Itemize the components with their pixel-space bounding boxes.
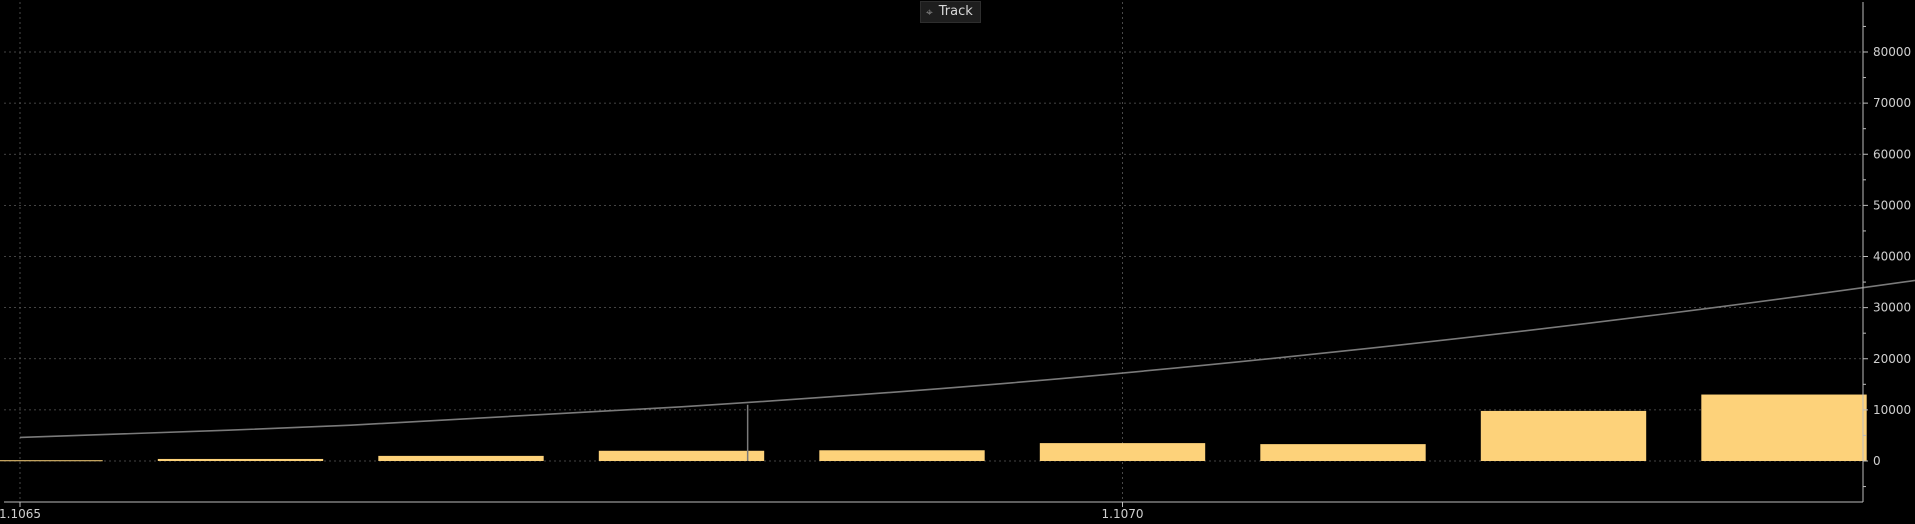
bar	[378, 455, 544, 461]
x-tick-label: 1.1065	[0, 507, 41, 521]
bar	[1039, 443, 1206, 461]
y-tick-label: 20000	[1873, 352, 1911, 366]
bars	[0, 394, 1867, 462]
crosshair-icon: ⌖	[926, 5, 933, 19]
y-tick-label: 60000	[1873, 147, 1911, 161]
grid	[4, 2, 1863, 502]
reference-lines	[746, 404, 749, 461]
bar	[1701, 394, 1867, 461]
distribution-curve	[19, 279, 1915, 439]
bar	[1480, 410, 1647, 461]
y-tick-label: 0	[1873, 454, 1881, 468]
y-tick-label: 10000	[1873, 403, 1911, 417]
bar	[1260, 444, 1426, 461]
x-tick-labels: 1.10651.10701.10751.10801.10851.10901.10…	[0, 507, 1144, 521]
y-tick-label: 40000	[1873, 250, 1911, 264]
y-tick-labels: 0 10000 20000 30000 40000 50000 60000 70000 8000…	[1873, 45, 1911, 468]
track-button[interactable]: ⌖ Track	[920, 1, 981, 23]
axes	[4, 2, 1868, 507]
bar	[598, 450, 765, 461]
y-tick-label: 80000	[1873, 45, 1911, 59]
x-tick-label: 1.1070	[1102, 507, 1144, 521]
y-tick-label: 70000	[1873, 96, 1911, 110]
bar	[819, 450, 985, 461]
y-tick-label: 30000	[1873, 301, 1911, 315]
bar	[0, 460, 103, 462]
y-tick-label: 50000	[1873, 198, 1911, 212]
bar	[157, 458, 324, 461]
track-label: Track	[938, 4, 973, 19]
